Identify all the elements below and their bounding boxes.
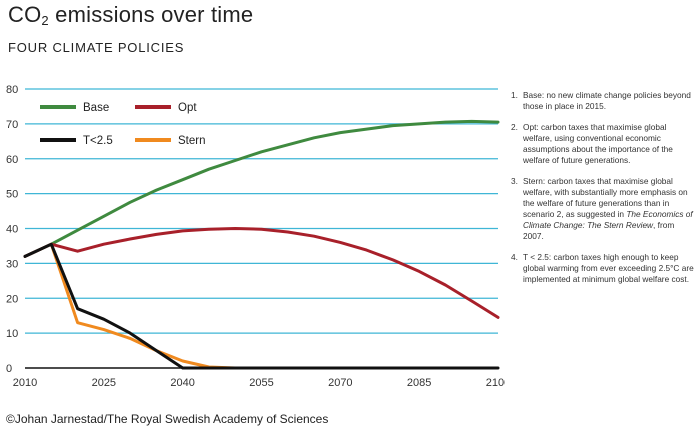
- series-line-stern: [49, 242, 237, 370]
- legend-label: T<2.5: [83, 135, 113, 147]
- legend-label: Opt: [178, 102, 197, 114]
- x-tick-label: 2070: [328, 377, 352, 389]
- x-tick-label: 2085: [407, 377, 431, 389]
- note-number: 4.: [511, 252, 518, 262]
- note-item: 2. Opt: carbon taxes that maximise globa…: [511, 122, 697, 166]
- note-text: Opt: carbon taxes that maximise global w…: [523, 122, 673, 165]
- legend-label: Base: [83, 102, 109, 114]
- note-publication-title: The Economics of Climate Change: The Ste…: [523, 209, 693, 230]
- x-tick-label: 2025: [92, 377, 116, 389]
- note-number: 1.: [511, 90, 518, 100]
- series-line-t25: [23, 242, 500, 370]
- y-tick-label: 0: [6, 363, 12, 375]
- note-text: Base: no new climate change policies bey…: [523, 90, 691, 111]
- note-text: Stern: carbon taxes that maximise global…: [523, 176, 693, 241]
- note-text: T < 2.5: carbon taxes high enough to kee…: [523, 252, 694, 284]
- y-tick-label: 50: [6, 189, 18, 201]
- series-line-base: [23, 119, 500, 258]
- y-tick-label: 80: [6, 84, 18, 96]
- legend-label: Stern: [178, 135, 206, 147]
- x-tick-label: 2040: [170, 377, 194, 389]
- note-item: 4. T < 2.5: carbon taxes high enough to …: [511, 252, 697, 285]
- line-chart: 0 10 20 30 40 50 60 70 80 2010 2025 2040 2055 2070 208…: [6, 84, 505, 389]
- note-number: 3.: [511, 176, 518, 186]
- y-tick-label: 60: [6, 154, 18, 166]
- y-tick-label: 20: [6, 293, 18, 305]
- chart-title: CO2 emissions over time: [8, 2, 254, 28]
- x-tick-label: 2010: [13, 377, 37, 389]
- x-tick-label: 2100: [486, 377, 505, 389]
- credit-line: ©Johan Jarnestad/The Royal Swedish Acade…: [6, 412, 329, 426]
- note-item: 1. Base: no new climate change policies …: [511, 90, 697, 112]
- notes-panel: 1. Base: no new climate change policies …: [511, 90, 697, 295]
- series-line-opt: [23, 227, 500, 319]
- x-tick-label: 2055: [249, 377, 273, 389]
- note-number: 2.: [511, 122, 518, 132]
- chart-subtitle: FOUR CLIMATE POLICIES: [8, 40, 185, 55]
- y-tick-label: 70: [6, 119, 18, 131]
- note-item: 3. Stern: carbon taxes that maximise glo…: [511, 176, 697, 242]
- y-tick-label: 40: [6, 224, 18, 236]
- y-tick-label: 10: [6, 328, 18, 340]
- y-tick-label: 30: [6, 258, 18, 270]
